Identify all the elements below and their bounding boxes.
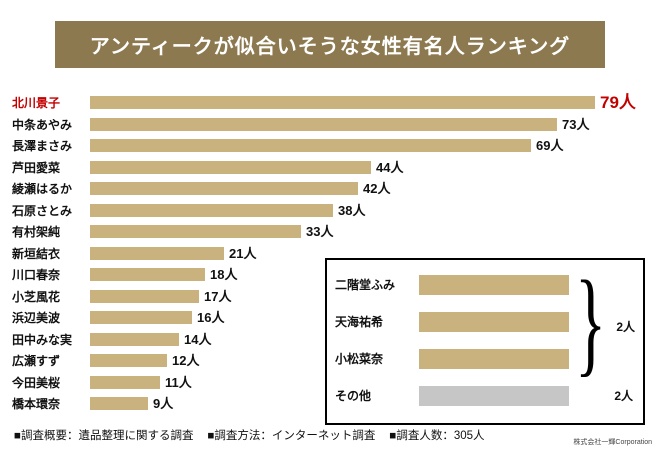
bar [90,311,192,325]
celebrity-name: 今田美桜 [12,375,61,390]
bar [90,117,557,131]
bar-chart: 北川景子 79人中条あやみ 73人長澤まさみ 69人芦田愛菜 44人綾瀬はるか 42人石原… [12,92,652,415]
value-label: 79人 [600,93,636,113]
bar [90,96,595,110]
celebrity-name: 橋本環奈 [12,397,61,412]
value-label: 12人 [172,353,200,369]
celebrity-name: 北川景子 [12,96,61,111]
chart-row: 中条あやみ 73人 [12,114,652,136]
celebrity-name: 綾瀬はるか [12,182,73,197]
chart-row: 芦田愛菜 44人 [12,157,652,179]
chart-row: 浜辺美波 16人 [12,307,652,329]
chart-row: 橋本環奈 9人 [12,393,652,415]
survey-count: ■調査人数：305人 [389,430,485,442]
chart-row: 有村架純 33人 [12,221,652,243]
inset-celebrity-name: 天海祐希 [335,315,384,329]
bar [90,160,371,174]
value-label: 16人 [197,310,225,326]
value-label: 42人 [363,181,391,197]
other-label: その他 [335,389,372,403]
chart-row: 小芝風花 17人 [12,286,652,308]
chart-row: 新垣結衣 21人 [12,243,652,265]
survey-method: ■調査方法：インターネット調査 [207,430,376,442]
celebrity-name: 長澤まさみ [12,139,73,154]
value-label: 73人 [562,116,590,132]
inset-bar [419,311,569,332]
other-bar [419,385,569,406]
survey-overview: ■調査概要：遺品整理に関する調査 [14,430,194,442]
celebrity-name: 小芝風花 [12,289,61,304]
chart-row: 今田美桜 11人 [12,372,652,394]
bar [90,203,333,217]
chart-row: 綾瀬はるか 42人 [12,178,652,200]
value-label: 18人 [210,267,238,283]
celebrity-name: 川口春奈 [12,268,61,283]
chart-row: 田中みな実 14人 [12,329,652,351]
value-label: 21人 [229,245,257,261]
celebrity-name: 新垣結衣 [12,246,61,261]
inset-box: 二階堂ふみ 天海祐希 小松菜奈 その他 2人 } 2人 [325,258,645,425]
bar [90,375,160,389]
value-label: 69人 [536,138,564,154]
company-credit: 株式会社一輝Corporation [573,439,652,446]
celebrity-name: 有村架純 [12,225,61,240]
value-label: 11人 [165,374,192,390]
value-label: 38人 [338,202,366,218]
page-title: アンティークが似合いそうな女性有名人ランキング [89,36,571,58]
inset-bar [419,274,569,295]
celebrity-name: 中条あやみ [12,117,73,132]
celebrity-name: 田中みな実 [12,332,73,347]
value-label: 33人 [306,224,334,240]
inset-grouped-rows: 二階堂ふみ天海祐希小松菜奈 [335,266,635,377]
chart-row: 長澤まさみ 69人 [12,135,652,157]
inset-inner: 二階堂ふみ 天海祐希 小松菜奈 その他 2人 } 2人 [335,260,635,417]
bar [90,182,358,196]
celebrity-name: 芦田愛菜 [12,160,61,175]
title-banner: アンティークが似合いそうな女性有名人ランキング [55,21,605,68]
inset-bar [419,348,569,369]
value-label: 14人 [184,331,212,347]
inset-row: 小松菜奈 [335,340,635,377]
bar [90,354,167,368]
bar [90,246,224,260]
bar [90,139,531,153]
celebrity-name: 石原さとみ [12,203,73,218]
bar [90,225,301,239]
value-label: 17人 [204,288,232,304]
value-label: 44人 [376,159,404,175]
other-value-label: 2人 [614,389,633,403]
inset-celebrity-name: 二階堂ふみ [335,278,396,292]
chart-row: 広瀬すず 12人 [12,350,652,372]
inset-celebrity-name: 小松菜奈 [335,352,384,366]
chart-row: 北川景子 79人 [12,92,652,114]
group-value-label: 2人 [616,320,635,334]
chart-row: 川口春奈 18人 [12,264,652,286]
chart-row: 石原さとみ 38人 [12,200,652,222]
bar [90,289,199,303]
celebrity-name: 広瀬すず [12,354,61,369]
inset-row: 二階堂ふみ [335,266,635,303]
inset-row: 天海祐希 [335,303,635,340]
value-label: 9人 [153,396,174,412]
bar [90,332,179,346]
bar [90,397,148,411]
survey-footnote: ■調査概要：遺品整理に関する調査 ■調査方法：インターネット調査 ■調査人数：305… [14,427,499,443]
inset-other-row: その他 2人 [335,377,635,414]
bar [90,268,205,282]
celebrity-name: 浜辺美波 [12,311,61,326]
